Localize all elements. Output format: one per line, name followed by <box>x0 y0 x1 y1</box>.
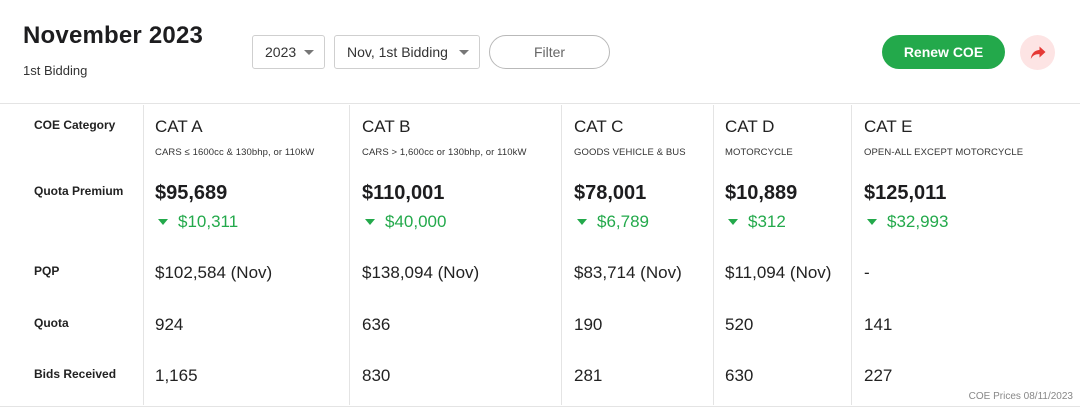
pqp-value: - <box>864 263 870 282</box>
bids-value: 1,165 <box>155 366 198 385</box>
row-label-pqp: PQP <box>34 264 60 278</box>
quota-value: 924 <box>155 315 184 334</box>
bids-value: 227 <box>864 366 893 385</box>
column-divider <box>349 105 350 405</box>
category-name: CAT C <box>574 117 624 136</box>
premium-change-value: $10,311 <box>178 212 239 231</box>
premium-change-value: $6,789 <box>597 212 649 231</box>
page-subtitle: 1st Bidding <box>23 63 88 78</box>
premium-change-value: $40,000 <box>385 212 447 231</box>
share-arrow-icon <box>1030 46 1045 59</box>
quota-premium: $110,001 <box>362 182 445 204</box>
pqp-value: $138,094 (Nov) <box>362 263 480 282</box>
premium-change: $6,789 <box>574 212 649 232</box>
pqp-value: $102,584 (Nov) <box>155 263 273 282</box>
down-triangle-icon <box>728 219 738 225</box>
share-button[interactable] <box>1020 35 1055 70</box>
bids-value: 281 <box>574 366 603 385</box>
premium-change: $10,311 <box>155 212 238 232</box>
down-triangle-icon <box>365 219 375 225</box>
bids-value: 630 <box>725 366 754 385</box>
category-name: CAT B <box>362 117 411 136</box>
row-label-category: COE Category <box>34 118 116 132</box>
quota-value: 520 <box>725 315 754 334</box>
category-name: CAT E <box>864 117 913 136</box>
quota-value: 190 <box>574 315 603 334</box>
column-divider <box>713 105 714 405</box>
year-select-value: 2023 <box>265 44 297 60</box>
category-name: CAT D <box>725 117 775 136</box>
page-title: November 2023 <box>23 22 204 49</box>
bidding-select[interactable]: Nov, 1st Bidding <box>334 35 480 69</box>
quota-premium: $95,689 <box>155 182 228 204</box>
row-label-premium: Quota Premium <box>34 184 124 198</box>
year-select[interactable]: 2023 <box>252 35 325 69</box>
column-divider <box>143 105 144 405</box>
coe-table: COE Category Quota Premium PQP Quota Bid… <box>0 105 1080 405</box>
quota-premium: $125,011 <box>864 182 947 204</box>
category-description: GOODS VEHICLE & BUS <box>574 147 686 158</box>
renew-coe-button[interactable]: Renew COE <box>882 35 1005 69</box>
down-triangle-icon <box>577 219 587 225</box>
row-label-quota: Quota <box>34 316 69 330</box>
bids-value: 830 <box>362 366 391 385</box>
down-triangle-icon <box>867 219 877 225</box>
column-divider <box>561 105 562 405</box>
footer-note: COE Prices 08/11/2023 <box>968 391 1073 402</box>
premium-change-value: $312 <box>748 212 786 231</box>
quota-premium: $78,001 <box>574 182 647 204</box>
column-divider <box>851 105 852 405</box>
pqp-value: $11,094 (Nov) <box>725 263 832 282</box>
premium-change: $40,000 <box>362 212 446 232</box>
row-label-bids: Bids Received <box>34 367 117 381</box>
category-description: MOTORCYCLE <box>725 147 793 158</box>
chevron-down-icon <box>304 50 314 55</box>
down-triangle-icon <box>158 219 168 225</box>
category-description: CARS ≤ 1600cc & 130bhp, or 110kW <box>155 147 315 158</box>
filter-button[interactable]: Filter <box>489 35 610 69</box>
quota-value: 636 <box>362 315 391 334</box>
premium-change: $312 <box>725 212 786 232</box>
category-description: OPEN-ALL EXCEPT MOTORCYCLE <box>864 147 1024 158</box>
category-description: CARS > 1,600cc or 130bhp, or 110kW <box>362 147 527 158</box>
quota-value: 141 <box>864 315 893 334</box>
premium-change-value: $32,993 <box>887 212 949 231</box>
category-name: CAT A <box>155 117 203 136</box>
header: November 2023 1st Bidding 2023 Nov, 1st … <box>0 0 1080 104</box>
bidding-select-value: Nov, 1st Bidding <box>347 44 448 60</box>
chevron-down-icon <box>459 50 469 55</box>
pqp-value: $83,714 (Nov) <box>574 263 682 282</box>
premium-change: $32,993 <box>864 212 948 232</box>
quota-premium: $10,889 <box>725 182 798 204</box>
